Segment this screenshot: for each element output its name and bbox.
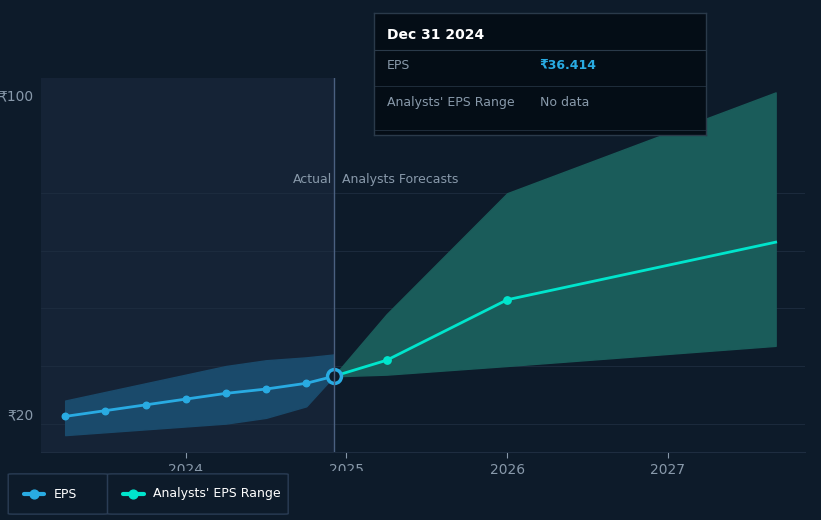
Point (501, 295, 514, 304)
Text: Analysts Forecasts: Analysts Forecasts (342, 173, 458, 186)
Point (126, 490, 140, 498)
Text: ₹36.414: ₹36.414 (540, 59, 597, 72)
Point (58, 412, 71, 421)
Point (139, 401, 152, 409)
FancyBboxPatch shape (108, 474, 288, 514)
Point (300, 379, 313, 387)
Text: ₹20: ₹20 (7, 408, 34, 422)
Text: Actual: Actual (293, 173, 332, 186)
Text: Analysts' EPS Range: Analysts' EPS Range (153, 488, 280, 500)
FancyBboxPatch shape (8, 474, 108, 514)
Point (179, 395, 192, 404)
Text: EPS: EPS (387, 59, 410, 72)
Text: EPS: EPS (53, 488, 76, 500)
Bar (41, 78, 333, 452)
Text: No data: No data (540, 96, 589, 109)
Text: Dec 31 2024: Dec 31 2024 (387, 28, 484, 42)
Point (259, 385, 273, 393)
Text: ₹100: ₹100 (0, 89, 34, 103)
Point (380, 356, 393, 365)
Point (27, 490, 40, 498)
Point (219, 389, 232, 397)
Point (327, 372, 340, 381)
Text: Analysts' EPS Range: Analysts' EPS Range (387, 96, 515, 109)
Point (99, 407, 112, 415)
